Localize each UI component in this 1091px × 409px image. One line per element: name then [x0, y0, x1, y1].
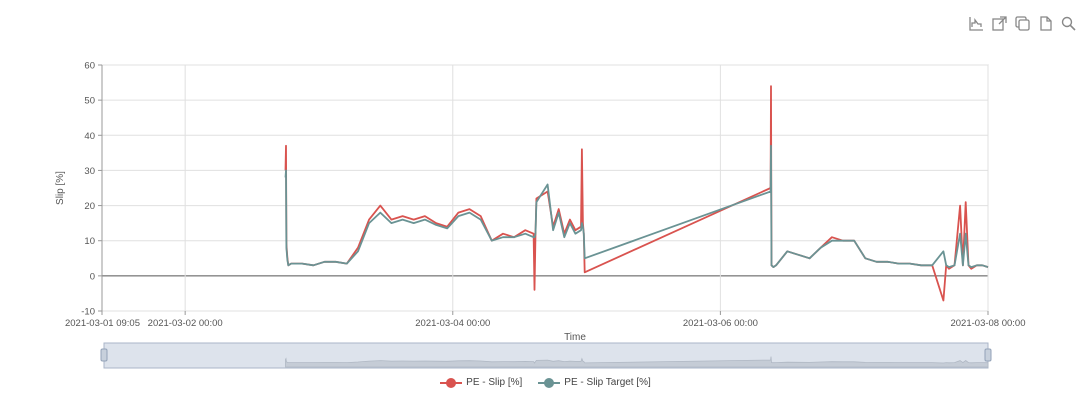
legend-item-pe-slip[interactable]: PE - Slip [%] [440, 377, 522, 388]
x-tick-label: 2021-03-08 00:00 [950, 318, 1025, 329]
x-tick-label: 2021-03-02 00:00 [148, 318, 223, 329]
x-tick-label: 2021-03-01 09:05 [65, 318, 140, 329]
x-tick-label: 2021-03-06 00:00 [683, 318, 758, 329]
export-icon[interactable] [991, 15, 1008, 32]
legend-label: PE - Slip Target [%] [564, 377, 651, 388]
y-tick-label: 20 [84, 201, 95, 212]
document-icon[interactable] [1037, 15, 1054, 32]
y-axis-title: Slip [%] [55, 171, 66, 205]
legend-marker [440, 377, 463, 388]
toolbox [968, 15, 1077, 32]
line-chart-icon[interactable] [968, 15, 985, 32]
legend-marker [538, 377, 561, 388]
datazoom-preview [285, 356, 989, 368]
y-tick-label: -10 [81, 307, 95, 318]
series-group [284, 85, 989, 302]
x-axis: 2021-03-01 09:05 2021-03-02 00:00 2021-03-… [65, 311, 1026, 329]
x-axis-title: Time [564, 332, 586, 343]
datazoom-handle-left[interactable] [100, 348, 108, 362]
datazoom-slider[interactable] [100, 342, 992, 369]
y-tick-label: 50 [84, 96, 95, 107]
series-line-1 [284, 144, 989, 269]
y-axis: -10 0 10 20 30 40 50 60 [81, 61, 103, 318]
zoom-icon[interactable] [1060, 15, 1077, 32]
y-tick-label: 10 [84, 236, 95, 247]
y-tick-label: 30 [84, 166, 95, 177]
y-tick-label: 40 [84, 131, 95, 142]
y-tick-label: 0 [90, 271, 95, 282]
x-tick-label: 2021-03-04 00:00 [415, 318, 490, 329]
copy-icon[interactable] [1014, 15, 1031, 32]
legend-label: PE - Slip [%] [466, 377, 523, 388]
series-line-0 [284, 85, 989, 302]
grid [101, 64, 989, 312]
legend-item-pe-slip-target[interactable]: PE - Slip Target [%] [538, 377, 651, 388]
y-tick-label: 60 [84, 61, 95, 72]
datazoom-handle-right[interactable] [984, 348, 992, 362]
legend: PE - Slip [%] PE - Slip Target [%] [0, 377, 1091, 388]
